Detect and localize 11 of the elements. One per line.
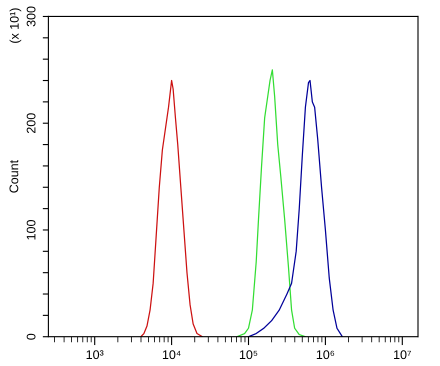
y-tick-label: 300 xyxy=(26,6,36,26)
y-tick-label: 100 xyxy=(26,220,36,240)
text: (x 10¹) xyxy=(10,8,22,43)
x-tick-label: 10⁵ xyxy=(240,350,258,360)
x-tick-label: 10⁷ xyxy=(394,350,412,360)
y-tick-label: 0 xyxy=(26,334,36,340)
y-tick-label: 200 xyxy=(26,113,36,134)
x-tick-label: 10⁶ xyxy=(316,350,334,360)
x-tick-label: 10³ xyxy=(86,350,104,360)
y-axis-title: Count xyxy=(9,160,18,193)
x-tick-label: 10⁴ xyxy=(162,350,181,360)
